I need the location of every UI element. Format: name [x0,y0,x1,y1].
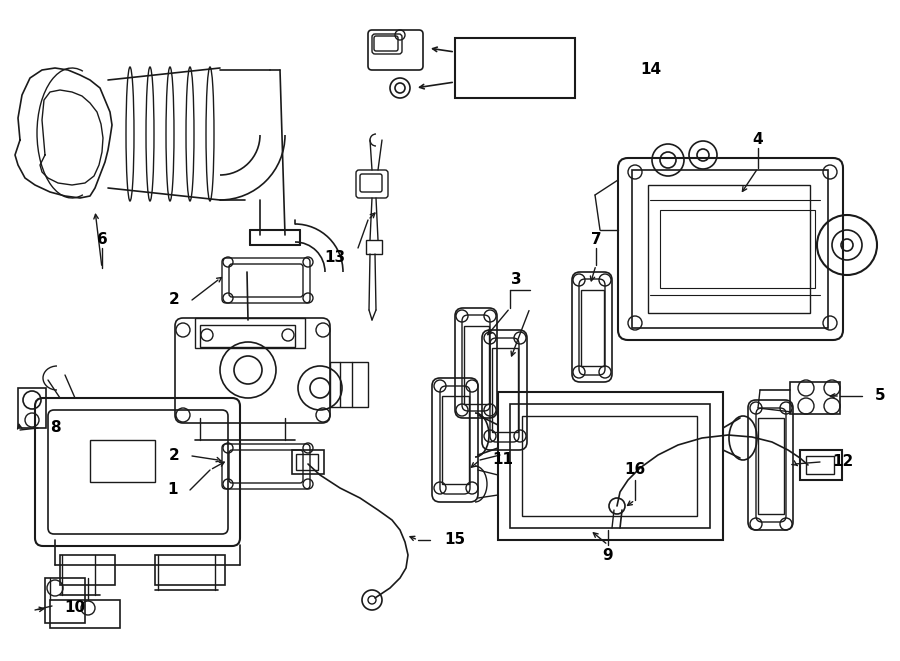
Bar [330,362,368,407]
Text: 15: 15 [444,533,465,547]
Text: 5: 5 [875,389,886,403]
Bar [442,396,469,484]
Bar [510,404,710,528]
Bar [632,170,828,328]
Text: 12: 12 [832,455,853,469]
Text: 8: 8 [50,420,60,436]
Bar [296,454,318,470]
Bar [790,382,840,414]
Bar [498,392,723,540]
Bar [464,326,489,404]
Bar [18,388,46,428]
Text: 3: 3 [510,272,521,288]
Bar [45,578,85,623]
Bar [60,555,115,585]
Text: 9: 9 [603,547,613,563]
Bar [758,418,784,514]
Text: 11: 11 [492,453,513,467]
Text: 4: 4 [752,132,763,147]
Text: 13: 13 [324,251,345,266]
Text: 1: 1 [167,483,178,498]
Bar [806,456,834,474]
Bar [660,210,815,288]
Text: 6: 6 [96,233,107,247]
Bar [195,318,305,348]
Bar [155,555,225,585]
Text: 10: 10 [64,600,86,615]
Bar [522,416,697,516]
Bar [200,325,295,347]
Bar [800,450,842,480]
Bar [90,440,155,482]
Text: 2: 2 [169,293,180,307]
Text: 2: 2 [169,449,180,463]
Bar [455,38,575,98]
Bar [292,450,324,474]
Bar [648,185,810,313]
Bar [581,290,604,366]
Text: 14: 14 [640,63,662,77]
Bar [366,240,382,254]
Bar [492,348,518,432]
Bar [50,600,120,628]
Text: 16: 16 [625,463,645,477]
Text: 7: 7 [590,233,601,247]
